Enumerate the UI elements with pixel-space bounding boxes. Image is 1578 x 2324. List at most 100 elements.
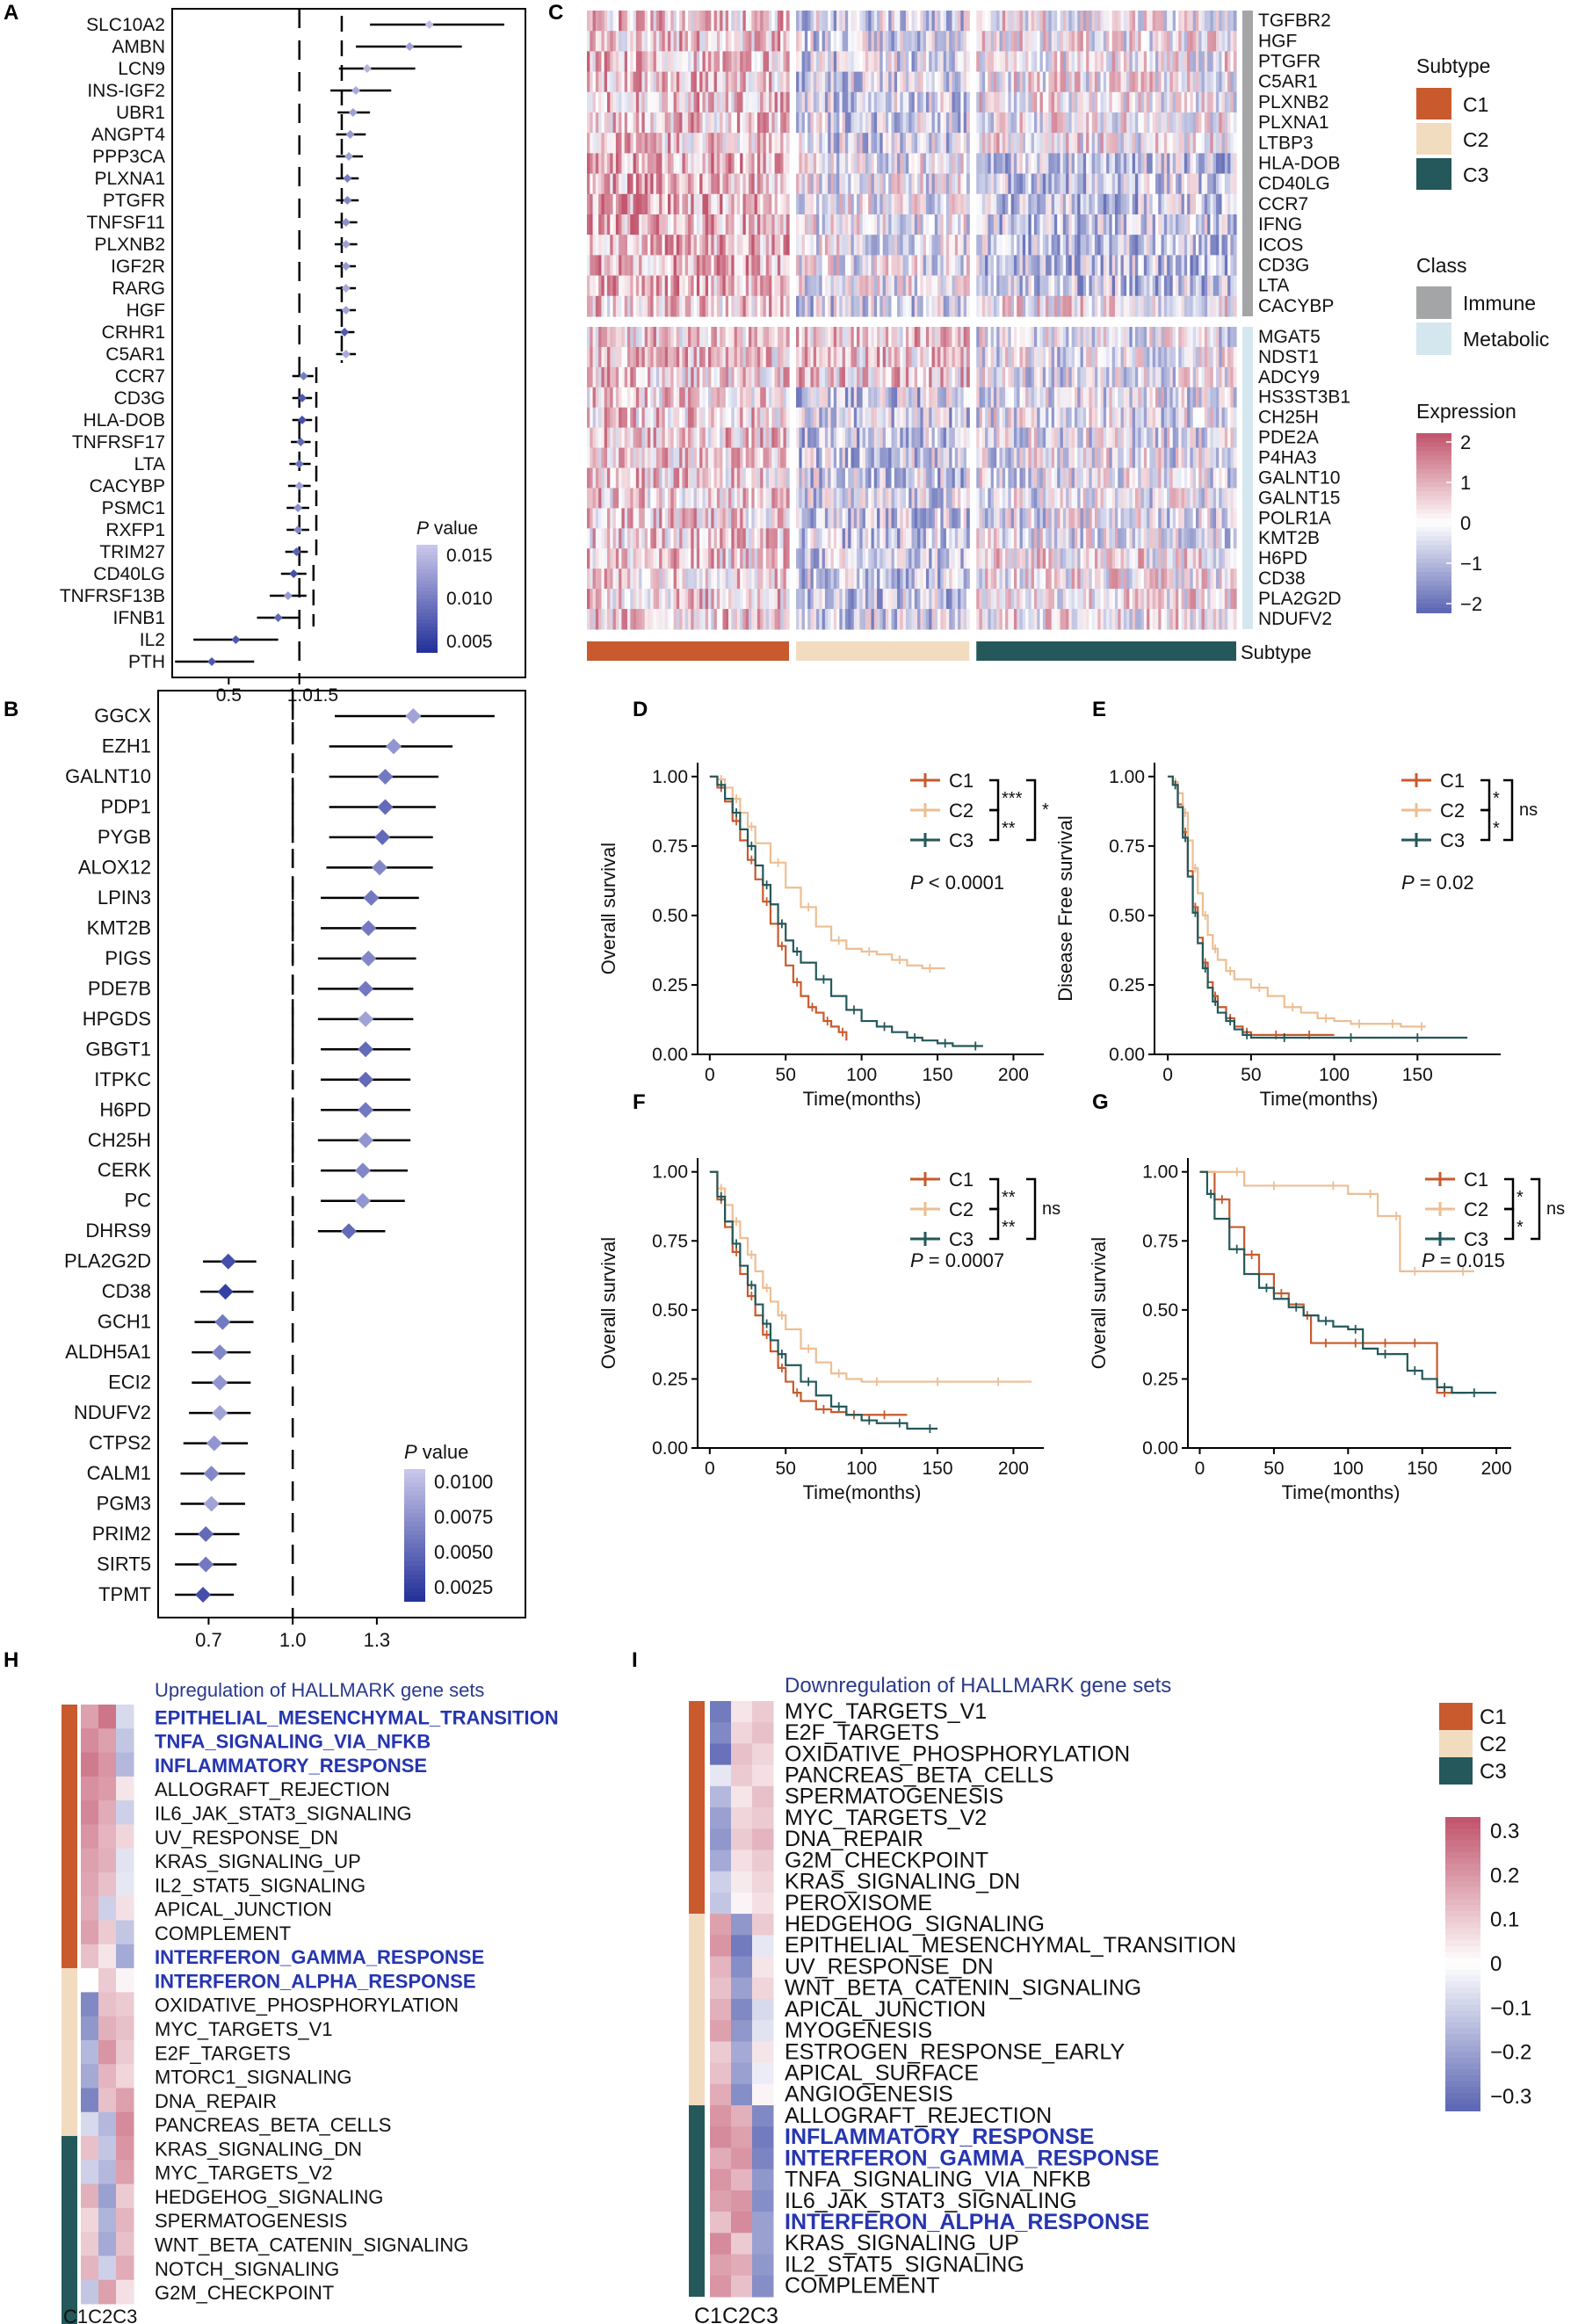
heatmap-cell [1175, 387, 1179, 409]
gene-label: LTA [134, 454, 165, 474]
heatmap-cell [1019, 112, 1024, 134]
heatmap-cell [1140, 173, 1145, 195]
heatmap-cell [920, 366, 924, 388]
heatmap-cell [897, 214, 901, 235]
heatmap-cell [1028, 51, 1032, 73]
heatmap-cell [621, 112, 626, 134]
heatmap-cell [1233, 193, 1237, 215]
heatmap-cell [627, 173, 631, 195]
heatmap-cell [699, 255, 704, 277]
heatmap-cell [624, 91, 628, 113]
heatmap-cell [713, 173, 718, 195]
heatmap-cell [1077, 235, 1082, 256]
heatmap-cell [1048, 295, 1053, 317]
heatmap-cell [705, 91, 709, 113]
heatmap-cell [1172, 255, 1176, 277]
heatmap-cell [996, 51, 1001, 73]
heatmap-cell [590, 173, 594, 195]
heatmap-cell [945, 407, 950, 429]
heatmap-cell [940, 173, 945, 195]
heatmap-cell [1086, 327, 1089, 348]
heatmap-cell [905, 214, 909, 235]
heatmap-cell [1106, 275, 1110, 297]
heatmap-cell [587, 173, 590, 195]
heatmap-cell [1091, 407, 1096, 429]
heatmap-cell [745, 255, 749, 277]
heatmap-cell [740, 133, 744, 154]
heatmap-cell [1138, 133, 1142, 154]
heatmap-cell [929, 214, 933, 235]
heatmap-cell [691, 366, 695, 388]
heatmap-cell [908, 31, 913, 52]
heatmap-cell [716, 71, 720, 93]
heatmap-cell [1082, 31, 1087, 52]
hr-point [358, 1041, 374, 1058]
heatmap-cell [931, 214, 936, 235]
heatmap-cell [871, 214, 875, 235]
heatmap-cell [1198, 153, 1203, 175]
heatmap-cell [1080, 327, 1084, 348]
gene-label: CCR7 [115, 366, 165, 387]
heatmap-cell [963, 235, 967, 256]
heatmap-cell [1068, 255, 1073, 277]
heatmap-cell [891, 295, 895, 317]
heatmap-cell [630, 235, 634, 256]
heatmap-cell [990, 255, 995, 277]
heatmap-cell [731, 133, 735, 154]
heatmap-cell [1051, 387, 1055, 409]
heatmap-cell [1060, 295, 1064, 317]
heatmap-cell [769, 447, 772, 469]
heatmap-cell [844, 133, 849, 154]
heatmap-cell [1118, 387, 1122, 409]
heatmap-cell [824, 112, 829, 134]
heatmap-cell [1221, 153, 1226, 175]
heatmap-cell [1091, 366, 1096, 388]
heatmap-cell [908, 275, 913, 297]
heatmap-cell [736, 366, 741, 388]
heatmap-cell [882, 327, 887, 348]
heatmap-cell [976, 71, 981, 93]
heatmap-cell [1207, 366, 1212, 388]
heatmap-cell [917, 71, 921, 93]
heatmap-cell [745, 11, 749, 32]
heatmap-cell [615, 407, 619, 429]
hr-point [424, 20, 434, 29]
heatmap-cell [754, 427, 758, 449]
heatmap-cell [734, 387, 738, 409]
heatmap-cell [1106, 327, 1110, 348]
heatmap-cell [749, 214, 752, 235]
heatmap-cell [740, 31, 744, 52]
heatmap-cell [853, 427, 858, 449]
heatmap-cell [716, 275, 720, 297]
heatmap-cell [952, 255, 956, 277]
heatmap-cell [1074, 366, 1078, 388]
heatmap-cell [963, 173, 967, 195]
heatmap-cell [822, 366, 826, 388]
heatmap-cell [763, 366, 767, 388]
heatmap-cell [1022, 407, 1026, 429]
heatmap-cell [612, 295, 617, 317]
heatmap-cell [813, 51, 817, 73]
heatmap-cell [1002, 214, 1006, 235]
heatmap-cell [756, 193, 761, 215]
heatmap-cell [810, 112, 814, 134]
heatmap-cell [664, 133, 669, 154]
heatmap-cell [679, 235, 684, 256]
heatmap-cell [771, 447, 776, 469]
heatmap-cell [900, 407, 904, 429]
heatmap-cell [952, 275, 956, 297]
heatmap-cell [769, 193, 772, 215]
heatmap-cell [819, 91, 823, 113]
heatmap-cell [1129, 214, 1133, 235]
heatmap-cell [877, 427, 880, 449]
heatmap-cell [1046, 91, 1049, 113]
heatmap-cell [1082, 327, 1087, 348]
heatmap-cell [844, 31, 849, 52]
heatmap-cell [1187, 407, 1191, 429]
heatmap-cell [844, 51, 849, 73]
heatmap-cell [1062, 153, 1067, 175]
heatmap-cell [705, 447, 709, 469]
heatmap-cell [598, 295, 603, 317]
heatmap-cell [1192, 235, 1197, 256]
heatmap-cell [966, 235, 970, 256]
